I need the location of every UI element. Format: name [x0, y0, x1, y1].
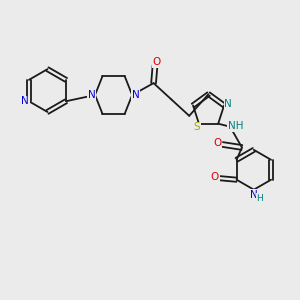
Text: H: H: [256, 194, 263, 203]
Text: O: O: [213, 138, 221, 148]
Text: O: O: [211, 172, 219, 182]
Text: N: N: [88, 90, 95, 100]
Text: O: O: [152, 57, 161, 67]
Text: S: S: [193, 122, 200, 132]
Text: N: N: [132, 90, 140, 100]
Text: N: N: [250, 190, 258, 200]
Text: N: N: [22, 96, 29, 106]
Text: NH: NH: [228, 121, 243, 131]
Text: N: N: [224, 99, 232, 109]
